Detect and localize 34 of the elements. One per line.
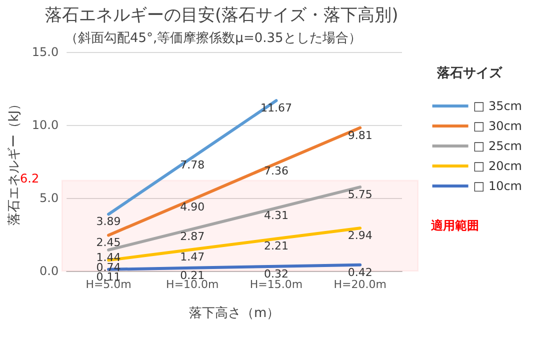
y-tick-label: 15.0 [32,45,59,59]
legend-title: 落石サイズ [436,66,503,81]
data-label: 2.45 [96,236,121,250]
legend-label: □ 10cm [473,179,522,193]
data-label: 7.78 [180,158,205,172]
data-label: 3.89 [96,215,121,228]
x-tick-label: H=10.0m [166,278,219,291]
data-label: 9.81 [348,128,372,142]
data-label: 0.32 [264,267,288,280]
y-tick-label: 10.0 [32,118,59,132]
data-label: 7.36 [264,164,288,178]
data-label: 0.42 [348,266,372,279]
data-label: 1.47 [180,250,205,264]
x-axis-title: 落下高さ（m） [188,305,280,321]
legend-label: □ 20cm [473,159,522,173]
chart-subtitle: （斜面勾配45°,等価摩擦係数μ=0.35とした場合） [65,31,362,46]
legend-label: □ 25cm [473,139,522,153]
data-label: 4.31 [264,209,288,222]
band-label: 適用範囲 [430,218,479,233]
data-label: 2.21 [264,240,288,253]
data-label: 1.44 [96,250,121,264]
text: 6.2 [20,171,40,186]
x-tick-label: H=20.0m [334,278,386,291]
y-tick-label: 5.0 [40,191,59,205]
y-tick-label: 0.0 [40,264,59,278]
data-label: 4.90 [180,200,205,214]
y-axis-title: 落石エネルギー（kJ） [7,97,22,226]
data-label: 5.75 [348,188,372,202]
legend-label: □ 30cm [473,119,522,133]
data-label: 2.87 [180,230,205,244]
chart-title: 落石エネルギーの目安(落石サイズ・落下高別) [45,6,398,26]
x-tick-label: H=15.0m [250,278,303,291]
data-label: 2.94 [348,229,372,242]
legend-label: □ 35cm [473,99,522,113]
